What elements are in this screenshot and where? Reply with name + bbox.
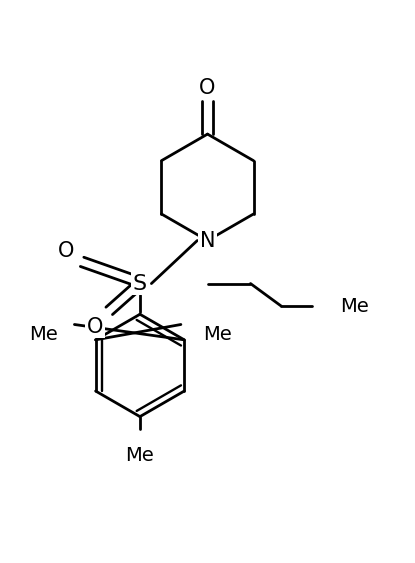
Text: O: O xyxy=(58,241,74,261)
Text: O: O xyxy=(87,316,103,337)
Text: Me: Me xyxy=(341,297,369,316)
Text: S: S xyxy=(133,274,147,293)
Text: Me: Me xyxy=(203,325,232,344)
Text: O: O xyxy=(58,241,74,261)
Text: Me: Me xyxy=(126,446,154,465)
Text: O: O xyxy=(199,78,216,98)
Text: O: O xyxy=(87,316,103,337)
Text: N: N xyxy=(200,231,215,251)
Text: Me: Me xyxy=(29,325,58,344)
